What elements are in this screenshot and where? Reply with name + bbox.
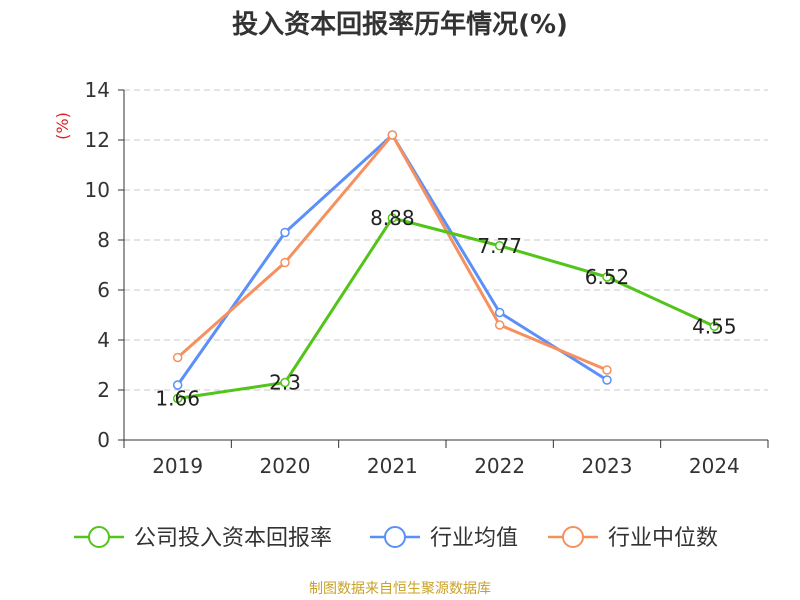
data-point <box>172 352 183 363</box>
data-point <box>387 213 398 223</box>
legend-item: 行业中位数 <box>548 526 718 551</box>
y-tick-label: 14 <box>85 78 110 102</box>
data-label: 1.66 <box>155 387 200 411</box>
data-label: 6.52 <box>585 265 630 289</box>
legend-item: 行业均值 <box>370 526 518 551</box>
data-point <box>602 375 612 385</box>
data-point <box>280 377 290 388</box>
x-tick-label: 2019 <box>152 454 203 478</box>
data-point <box>280 257 290 268</box>
data-label: 8.88 <box>370 206 415 230</box>
data-point <box>494 320 505 330</box>
source-note: 制图数据来自恒生聚源数据库 <box>309 581 491 597</box>
y-tick-label: 4 <box>97 328 110 352</box>
data-point <box>494 307 505 318</box>
axes: 0 2 4 6 8 10 12 14 2019 2020 2021 2022 2023 2024 (%) <box>53 78 769 478</box>
data-point <box>280 227 290 238</box>
data-point <box>172 393 183 404</box>
x-tick-label: 2023 <box>582 454 633 478</box>
x-tick-label: 2021 <box>367 454 418 478</box>
y-tick-label: 10 <box>85 178 110 202</box>
legend-marker <box>384 526 406 548</box>
data-label: 7.77 <box>477 234 522 258</box>
legend-label: 行业中位数 <box>608 526 718 551</box>
data-labels: 1.66 2.3 8.88 7.77 6.52 4.55 <box>155 206 736 411</box>
series-line <box>176 133 608 372</box>
data-point <box>387 130 398 140</box>
y-tick-label: 8 <box>97 228 110 252</box>
series-line <box>176 133 608 386</box>
data-label: 2.3 <box>269 371 301 395</box>
y-tick-label: 6 <box>97 278 110 302</box>
data-point <box>602 272 612 282</box>
x-tick-label: 2020 <box>260 454 311 478</box>
legend-label: 行业均值 <box>430 526 518 551</box>
legend-label: 公司投入资本回报率 <box>134 526 332 551</box>
y-tick-label: 12 <box>85 128 110 152</box>
data-point <box>172 380 183 390</box>
legend-marker <box>88 526 110 548</box>
y-tick-label: 2 <box>97 378 110 402</box>
data-point <box>602 365 612 375</box>
legend: 公司投入资本回报率 行业均值 行业中位数 <box>74 526 718 551</box>
x-tick-label: 2024 <box>689 454 740 478</box>
series-line <box>177 216 715 400</box>
data-point <box>709 321 720 331</box>
legend-item: 公司投入资本回报率 <box>74 526 332 551</box>
y-axis-label: (%) <box>53 112 72 140</box>
legend-marker <box>562 526 584 548</box>
chart-title: 投入资本回报率历年情况(%) <box>232 10 568 40</box>
x-tick-label: 2022 <box>474 454 525 478</box>
series-lines <box>172 130 720 404</box>
grid-lines <box>124 89 768 391</box>
y-tick-label: 0 <box>97 428 110 452</box>
data-point <box>494 241 505 251</box>
data-label: 4.55 <box>692 314 737 338</box>
